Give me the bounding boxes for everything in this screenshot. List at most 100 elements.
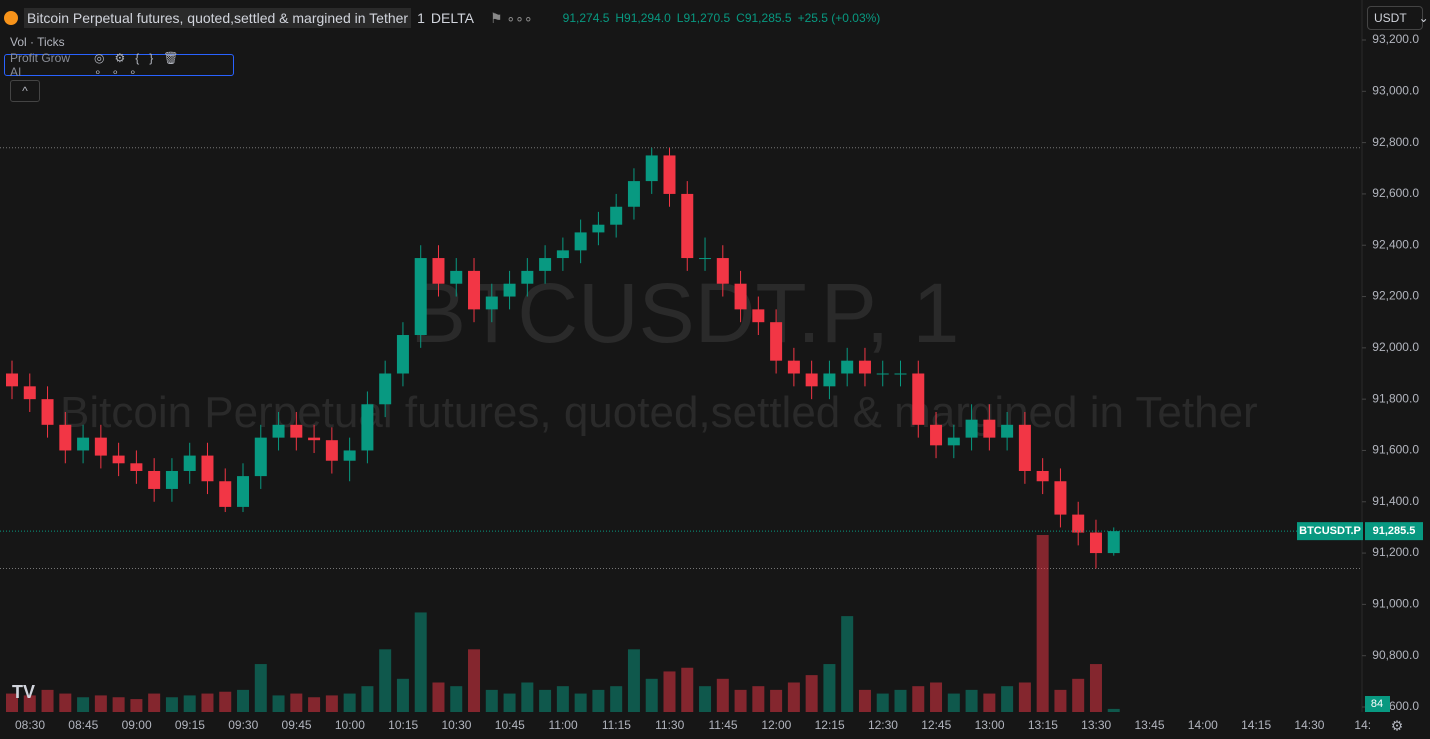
x-tick-label: 11:15 bbox=[602, 718, 631, 732]
volume-bar bbox=[219, 691, 232, 712]
volume-bar bbox=[325, 695, 338, 712]
volume-bar bbox=[930, 682, 943, 712]
currency-select[interactable]: USDT ⌄ bbox=[1367, 6, 1429, 30]
close-value: C91,285.5 bbox=[736, 11, 792, 25]
candle-body bbox=[681, 193, 694, 259]
volume-bar bbox=[663, 671, 676, 712]
volume-bar bbox=[716, 678, 729, 712]
price-tag-label: 91,285.5 bbox=[1373, 525, 1416, 537]
x-tick-label: 11:45 bbox=[708, 718, 737, 732]
volume-bar bbox=[165, 697, 178, 712]
volume-bar bbox=[94, 695, 107, 712]
x-tick-label: 09:30 bbox=[228, 718, 258, 732]
volume-bar bbox=[1036, 535, 1049, 712]
volume-bar bbox=[308, 697, 321, 712]
volume-bar bbox=[272, 695, 285, 712]
candle-body bbox=[485, 296, 498, 310]
volume-bar bbox=[947, 693, 960, 712]
collapse-button[interactable]: ^ bbox=[10, 80, 40, 102]
x-tick-label: 13:00 bbox=[975, 718, 1005, 732]
volume-bar bbox=[983, 693, 996, 712]
logo: TV bbox=[12, 682, 36, 702]
indicator-icons[interactable]: ◎⚙{}🗑∘∘∘ bbox=[94, 51, 189, 79]
x-tick-label: 08:30 bbox=[15, 718, 45, 732]
volume-bar bbox=[1072, 678, 1085, 712]
volume-bar bbox=[699, 686, 712, 712]
x-tick-label: 12:30 bbox=[868, 718, 898, 732]
volume-bar bbox=[592, 689, 605, 712]
volume-bar bbox=[1001, 686, 1014, 712]
candle-body bbox=[1018, 424, 1031, 471]
candle-body bbox=[770, 322, 783, 361]
x-tick-label: 12:45 bbox=[921, 718, 951, 732]
volume-bar bbox=[432, 682, 445, 712]
candle-body bbox=[59, 424, 72, 451]
candle-body bbox=[237, 476, 250, 507]
interval[interactable]: 1 bbox=[417, 10, 425, 26]
x-tick-label: 10:30 bbox=[441, 718, 471, 732]
candle-body bbox=[396, 335, 409, 374]
candle-body bbox=[450, 270, 463, 284]
volume-bar bbox=[201, 693, 214, 712]
y-tick-label: 92,400.0 bbox=[1372, 237, 1419, 251]
x-tick-label: 10:00 bbox=[335, 718, 365, 732]
volume-bar bbox=[965, 689, 978, 712]
x-tick-label: 14: bbox=[1354, 718, 1371, 732]
candle-body bbox=[414, 258, 427, 336]
indicator-row[interactable]: Profit Grow AI ◎⚙{}🗑∘∘∘ bbox=[4, 51, 234, 79]
candle-body bbox=[592, 224, 605, 233]
candle-body bbox=[787, 360, 800, 374]
candle-body bbox=[983, 419, 996, 438]
x-tick-label: 10:15 bbox=[388, 718, 418, 732]
price-axis-bg bbox=[1362, 0, 1430, 739]
candle-body bbox=[823, 373, 836, 387]
candle-body bbox=[1054, 481, 1067, 515]
volume-bar bbox=[41, 689, 54, 712]
volume-bar bbox=[787, 682, 800, 712]
volume-bar bbox=[112, 697, 125, 712]
volume-bar bbox=[1054, 689, 1067, 712]
volume-bar bbox=[894, 689, 907, 712]
y-tick-label: 91,200.0 bbox=[1372, 545, 1419, 559]
legend-header: Bitcoin Perpetual futures, quoted,settle… bbox=[4, 6, 886, 30]
volume-bar bbox=[912, 686, 925, 712]
candle-body bbox=[379, 373, 392, 405]
y-tick-label: 92,800.0 bbox=[1372, 135, 1419, 149]
candle-body bbox=[539, 258, 552, 271]
volume-bar bbox=[521, 682, 534, 712]
volume-bar bbox=[823, 664, 836, 712]
volume-bar bbox=[59, 693, 72, 712]
volume-bar bbox=[23, 695, 36, 712]
x-tick-label: 11:00 bbox=[549, 718, 578, 732]
candle-body bbox=[930, 424, 943, 446]
candle-body bbox=[841, 360, 854, 374]
candle-body bbox=[574, 232, 587, 251]
candle-body bbox=[1072, 514, 1085, 533]
candle-body bbox=[894, 373, 907, 375]
volume-bar bbox=[1018, 682, 1031, 712]
volume-bar bbox=[556, 686, 569, 712]
more-icon[interactable]: ⚑ ∘∘∘ bbox=[489, 9, 533, 26]
candle-body bbox=[610, 206, 623, 225]
x-tick-label: 13:45 bbox=[1134, 718, 1164, 732]
candle-body bbox=[556, 250, 569, 259]
candle-body bbox=[663, 155, 676, 194]
candle-body bbox=[361, 404, 374, 451]
volume-bar bbox=[254, 664, 267, 712]
symbol-title[interactable]: Bitcoin Perpetual futures, quoted,settle… bbox=[24, 8, 412, 28]
candle-body bbox=[130, 463, 143, 471]
volume-bar bbox=[841, 616, 854, 712]
settings-icon[interactable]: ⚙ bbox=[1391, 718, 1404, 734]
volume-indicator[interactable]: Vol · Ticks bbox=[10, 35, 65, 49]
indicator-name: Profit Grow AI bbox=[10, 51, 71, 79]
volume-bar bbox=[148, 693, 161, 712]
volume-bar bbox=[290, 693, 303, 712]
volume-bar bbox=[770, 689, 783, 712]
candle-body bbox=[734, 283, 747, 310]
volume-bar bbox=[734, 689, 747, 712]
volume-bar bbox=[361, 686, 374, 712]
candle-body bbox=[858, 360, 871, 374]
watermark-description: Bitcoin Perpetual futures, quoted,settle… bbox=[60, 388, 1258, 437]
